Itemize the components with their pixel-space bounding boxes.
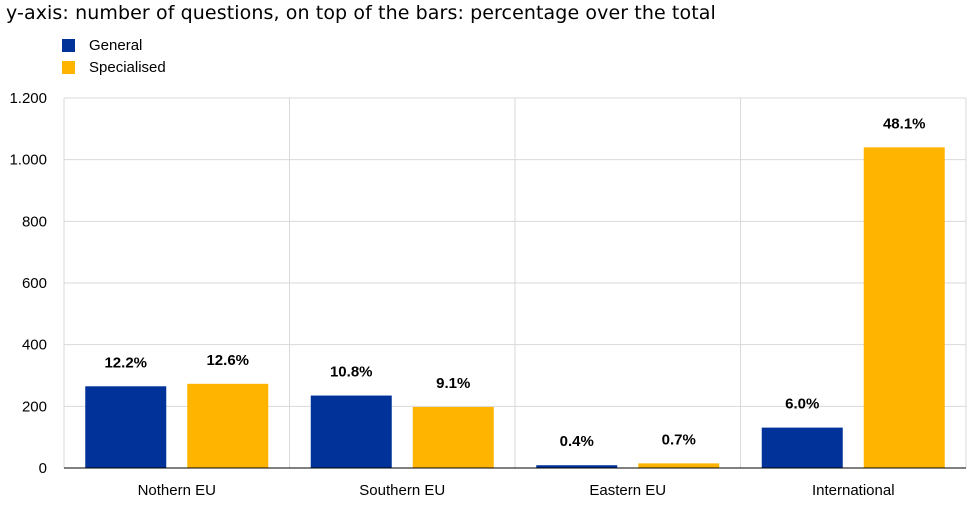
chart-subtitle: y-axis: number of questions, on top of t… (6, 2, 716, 24)
bar-general (536, 465, 618, 468)
data-label: 48.1% (883, 115, 926, 132)
x-tick-label: Southern EU (359, 482, 445, 499)
y-tick-label: 1.200 (9, 90, 47, 107)
y-tick-label: 800 (22, 213, 47, 230)
x-tick-label: Nothern EU (138, 482, 216, 499)
data-label: 10.8% (330, 364, 373, 381)
data-label: 9.1% (436, 375, 470, 392)
x-tick-label: Eastern EU (589, 482, 666, 499)
data-label: 6.0% (785, 396, 819, 413)
legend: General Specialised (62, 34, 166, 78)
data-label: 12.2% (104, 354, 147, 371)
bar-general (85, 386, 167, 468)
legend-item-general: General (62, 34, 166, 56)
data-label: 0.7% (662, 431, 696, 448)
bar-general (310, 395, 392, 468)
y-tick-label: 600 (22, 275, 47, 292)
bar-specialised (412, 406, 494, 468)
y-tick-label: 1.000 (9, 152, 47, 169)
y-tick-label: 200 (22, 398, 47, 415)
legend-swatch-general (62, 38, 75, 52)
legend-item-specialised: Specialised (62, 56, 166, 78)
bar-general (761, 427, 843, 468)
x-tick-label: International (812, 482, 895, 499)
bar-specialised (863, 147, 945, 469)
legend-label-general: General (89, 36, 143, 54)
data-label: 12.6% (206, 352, 249, 369)
legend-swatch-specialised (62, 60, 75, 74)
bar-specialised (638, 463, 720, 468)
y-tick-label: 400 (22, 337, 47, 354)
bar-specialised (187, 383, 269, 468)
legend-label-specialised: Specialised (89, 58, 166, 76)
data-label: 0.4% (560, 433, 594, 450)
y-tick-label: 0 (39, 460, 47, 477)
